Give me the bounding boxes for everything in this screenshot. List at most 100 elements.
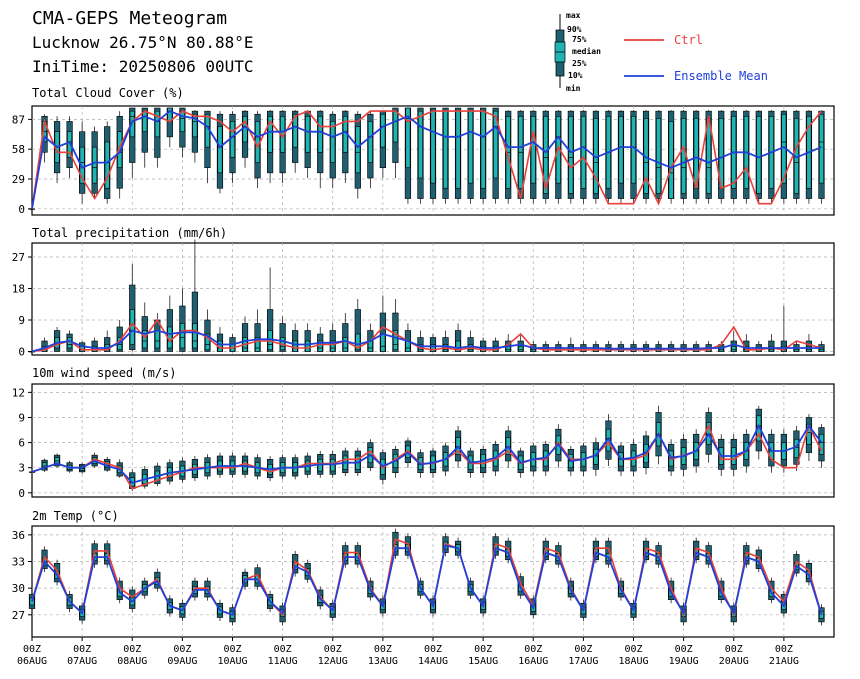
x-tick-hour: 00Z — [274, 644, 292, 655]
inner-box — [317, 340, 323, 352]
y-tick-label: 9 — [18, 314, 25, 327]
inner-box — [355, 126, 361, 174]
y-tick-label: 27 — [12, 609, 25, 622]
x-tick-date: 15AUG — [468, 656, 498, 667]
legend-mean-label: Ensemble Mean — [674, 69, 768, 83]
inner-box — [455, 340, 461, 352]
x-tick-hour: 00Z — [574, 644, 592, 655]
x-tick-hour: 00Z — [474, 644, 492, 655]
inner-box — [430, 344, 436, 352]
panel-1: Total precipitation (mm/6h) 0 9 18 27 — [12, 226, 835, 359]
inner-box — [417, 110, 423, 179]
location-label: Lucknow 26.75°N 80.88°E — [32, 33, 254, 52]
outer-box — [354, 309, 361, 352]
inner-box — [292, 113, 298, 148]
ensemble-mean-line — [31, 544, 823, 616]
panel-title: 2m Temp (°C) — [32, 509, 119, 523]
inner-box — [230, 121, 236, 158]
y-tick-label: 33 — [12, 556, 25, 569]
inner-box — [793, 438, 799, 458]
inner-box — [392, 330, 398, 351]
y-tick-label: 6 — [18, 437, 25, 450]
inner-box — [192, 113, 198, 138]
inner-box — [317, 115, 323, 153]
ctrl-line — [31, 110, 823, 209]
x-tick-hour: 00Z — [23, 644, 41, 655]
inner-box — [179, 323, 185, 349]
x-tick-hour: 00Z — [173, 644, 191, 655]
inner-box — [530, 115, 536, 184]
x-tick-hour: 00Z — [675, 644, 693, 655]
outer-box — [605, 540, 612, 565]
y-tick-label: 12 — [12, 386, 25, 399]
legend-box-label: median — [572, 46, 601, 56]
inner-box — [267, 115, 273, 153]
x-tick-date: 16AUG — [518, 656, 548, 667]
x-tick-hour: 00Z — [73, 644, 91, 655]
ensemble-mean-line — [31, 329, 822, 353]
inner-box — [618, 115, 624, 184]
x-tick-date: 12AUG — [318, 656, 348, 667]
inner-box — [179, 110, 185, 133]
legend-box-label: 25% — [572, 59, 587, 68]
inner-box — [142, 110, 148, 133]
inner-box — [731, 345, 737, 352]
x-tick-hour: 00Z — [223, 644, 241, 655]
inner-box — [129, 110, 135, 138]
ensemble-mean-line — [31, 423, 823, 484]
inner-box — [104, 141, 110, 189]
x-tick-date: 17AUG — [568, 656, 598, 667]
y-tick-label: 0 — [18, 346, 25, 359]
inner-box — [518, 345, 524, 352]
panel-title: Total Cloud Cover (%) — [32, 86, 184, 100]
y-tick-label: 87 — [12, 113, 25, 126]
x-tick-date: 14AUG — [418, 656, 448, 667]
inner-box — [292, 340, 298, 352]
legend-box-label: min — [566, 83, 581, 93]
inner-box — [142, 330, 148, 349]
x-tick-date: 08AUG — [117, 656, 147, 667]
y-tick-label: 36 — [12, 529, 25, 542]
x-tick-hour: 00Z — [424, 644, 442, 655]
inner-box — [330, 121, 336, 163]
x-tick-hour: 00Z — [775, 644, 793, 655]
inner-box — [568, 115, 574, 194]
x-axis: 00Z06AUG00Z07AUG00Z08AUG00Z09AUG00Z10AUG… — [17, 637, 799, 667]
inner-box — [405, 107, 411, 168]
inner-box — [204, 333, 210, 351]
inner-box — [756, 115, 762, 194]
inner-box — [543, 115, 549, 194]
y-tick-label: 0 — [18, 203, 25, 216]
inner-box — [681, 118, 687, 194]
inner-box — [255, 337, 261, 352]
y-tick-label: 29 — [12, 173, 25, 186]
inner-box — [305, 340, 311, 352]
inner-box — [380, 113, 386, 148]
inner-box — [818, 433, 824, 455]
inner-box — [392, 110, 398, 143]
inner-box — [342, 337, 348, 352]
x-tick-date: 21AUG — [769, 656, 799, 667]
x-tick-hour: 00Z — [524, 644, 542, 655]
inner-box — [255, 121, 261, 163]
x-tick-date: 10AUG — [217, 656, 247, 667]
inner-box — [593, 448, 599, 465]
inner-box — [355, 333, 361, 351]
x-tick-date: 19AUG — [669, 656, 699, 667]
inner-box — [443, 110, 449, 189]
inner-box — [154, 110, 160, 138]
y-tick-label: 0 — [18, 487, 25, 500]
inner-box — [468, 110, 474, 184]
inner-box — [330, 340, 336, 352]
panel-title: 10m wind speed (m/s) — [32, 366, 177, 380]
x-tick-date: 11AUG — [268, 656, 298, 667]
legend-box-label: 10% — [568, 71, 583, 80]
x-tick-hour: 00Z — [725, 644, 743, 655]
y-tick-label: 30 — [12, 582, 25, 595]
outer-box — [392, 531, 399, 556]
x-tick-date: 06AUG — [17, 656, 47, 667]
inner-box — [455, 110, 461, 189]
inner-box — [192, 323, 198, 349]
inner-box — [217, 126, 223, 174]
